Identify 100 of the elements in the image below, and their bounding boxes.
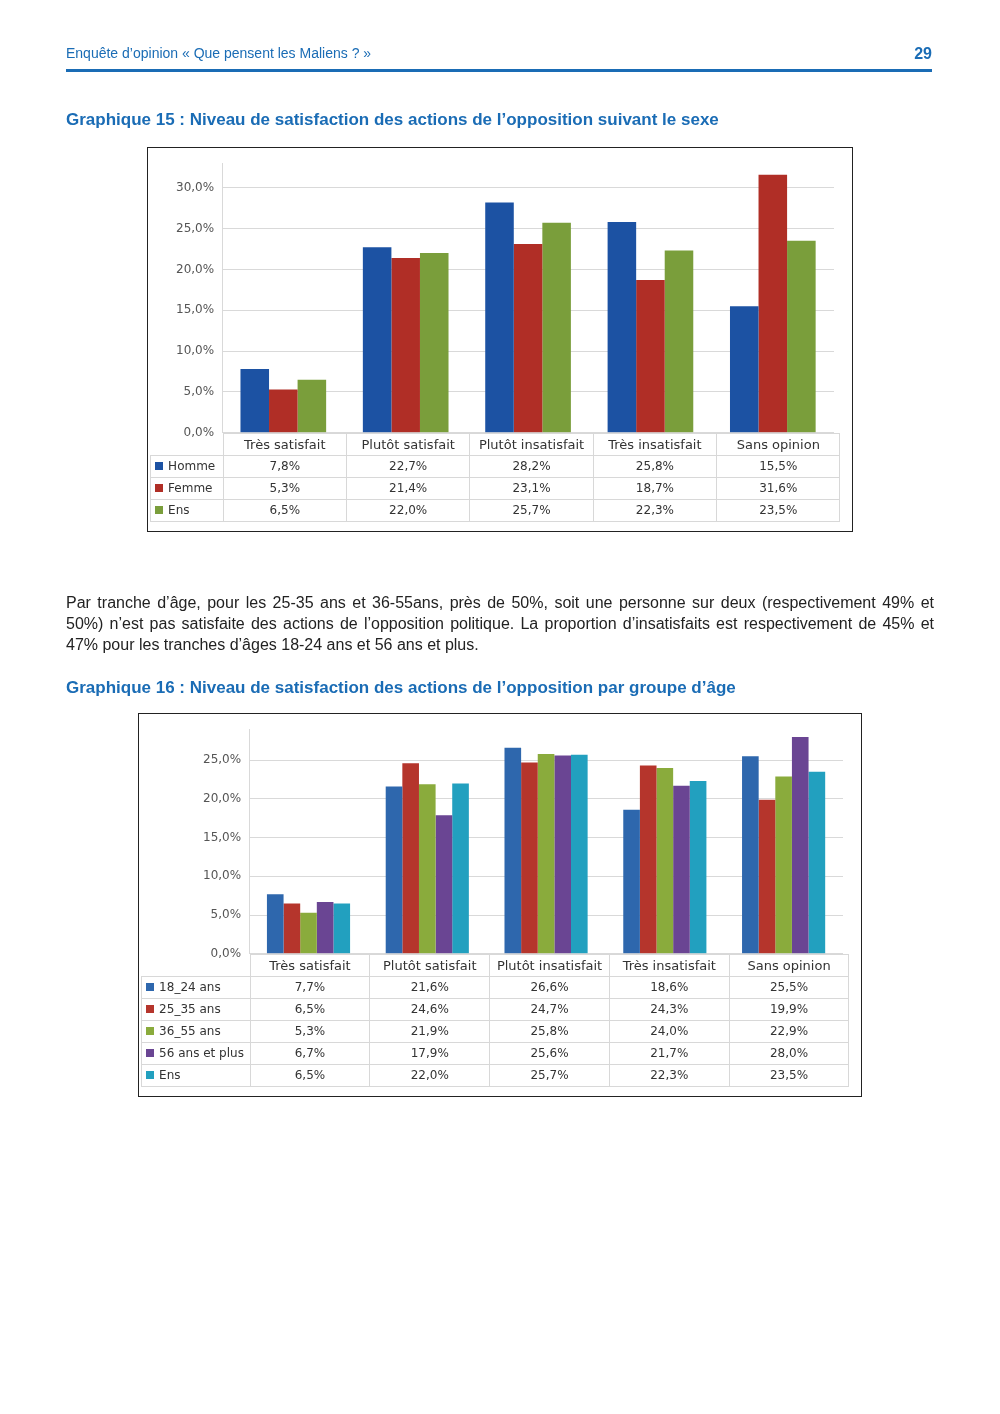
bar xyxy=(297,379,327,433)
data-label: 6,5% xyxy=(250,998,370,1021)
bar xyxy=(240,369,270,433)
y-tick-label: 25,0% xyxy=(203,752,242,767)
y-tick-label: 5,0% xyxy=(183,384,215,399)
data-label: 28,0% xyxy=(729,1042,849,1065)
y-tick-label: 20,0% xyxy=(176,261,215,276)
data-label: 7,7% xyxy=(250,976,370,999)
bar xyxy=(391,257,420,433)
y-tick-label: 15,0% xyxy=(203,829,242,844)
y-tick-label: 5,0% xyxy=(210,907,242,922)
data-label: 21,9% xyxy=(369,1020,490,1043)
data-label: 25,8% xyxy=(593,455,717,478)
x-tick-label: Sans opinion xyxy=(716,433,840,456)
bar xyxy=(542,222,571,433)
bar xyxy=(664,250,694,433)
bar xyxy=(435,815,453,954)
text: Par tranche d’âge, pour les 25-35 ans et 36-55ans, près de 50%, soit une personne sur deux (respectivement 49% et 50%) n’est pas satisfaite des actions de l’opposition politique. La proportion d’insatisfaits est respectivement de 45% et 47% pour les tranches d’âges 18-24 ans et 56 ans et plus. xyxy=(66,593,934,655)
y-tick-label: 0,0% xyxy=(183,424,215,439)
bar xyxy=(689,781,707,954)
data-label: 22,7% xyxy=(346,455,470,478)
bar xyxy=(787,240,816,433)
data-label: 25,7% xyxy=(489,1064,610,1087)
x-tick-label: Plutôt insatisfait xyxy=(489,954,610,977)
bar xyxy=(362,247,392,433)
y-tick-label: 15,0% xyxy=(176,302,215,317)
bar xyxy=(636,280,665,433)
x-tick-label: Plutôt insatisfait xyxy=(469,433,594,456)
bar xyxy=(419,253,449,433)
data-label: 23,5% xyxy=(716,499,840,522)
bar xyxy=(656,767,674,954)
y-tick-label: 25,0% xyxy=(176,220,215,235)
bar xyxy=(537,753,555,954)
legend-label: Homme xyxy=(150,455,224,478)
bar xyxy=(300,912,317,954)
y-tick-label: 10,0% xyxy=(203,868,242,883)
data-label: 23,5% xyxy=(729,1064,849,1087)
x-tick-label: Très insatisfait xyxy=(593,433,717,456)
data-label: 22,3% xyxy=(609,1064,730,1087)
data-label: 22,3% xyxy=(593,499,717,522)
x-tick-label: Plutôt satisfait xyxy=(346,433,470,456)
data-label: 23,1% xyxy=(469,477,594,500)
bar xyxy=(554,755,571,954)
data-label: 21,4% xyxy=(346,477,470,500)
data-label: 6,7% xyxy=(250,1042,370,1065)
data-label: 22,9% xyxy=(729,1020,849,1043)
text: Enquête d’opinion « Que pensent les Maliens ? » xyxy=(66,45,372,61)
bar xyxy=(283,903,301,954)
bar xyxy=(775,776,792,954)
legend-label: 56 ans et plus xyxy=(141,1042,251,1065)
data-label: 26,6% xyxy=(489,976,610,999)
bar xyxy=(729,306,759,433)
data-label: 5,3% xyxy=(223,477,347,500)
legend-label: Ens xyxy=(150,499,224,522)
data-label: 6,5% xyxy=(250,1064,370,1087)
bar xyxy=(385,786,403,954)
data-label: 21,7% xyxy=(609,1042,730,1065)
bar xyxy=(269,389,298,433)
bar xyxy=(504,747,522,954)
chart-title: Graphique 15 : Niveau de satisfaction des actions de l’opposition suivant le sexe xyxy=(66,110,719,130)
data-label: 24,0% xyxy=(609,1020,730,1043)
data-label: 15,5% xyxy=(716,455,840,478)
y-tick-label: 20,0% xyxy=(203,791,242,806)
legend-label: Femme xyxy=(150,477,224,500)
bar xyxy=(758,174,788,433)
bar xyxy=(485,202,514,433)
x-tick-label: Très satisfait xyxy=(250,954,370,977)
x-tick-label: Plutôt satisfait xyxy=(369,954,490,977)
bar xyxy=(742,756,759,954)
y-tick-label: 30,0% xyxy=(176,179,215,194)
bar xyxy=(266,894,284,954)
legend-label: 18_24 ans xyxy=(141,976,251,999)
data-label: 24,3% xyxy=(609,998,730,1021)
data-label: 28,2% xyxy=(469,455,594,478)
y-tick-label: 10,0% xyxy=(176,343,215,358)
bar xyxy=(513,244,543,433)
y-tick-label: 0,0% xyxy=(210,945,242,960)
data-label: 25,7% xyxy=(469,499,594,522)
legend-label: Ens xyxy=(141,1064,251,1087)
data-label: 25,6% xyxy=(489,1042,610,1065)
data-label: 25,5% xyxy=(729,976,849,999)
data-label: 22,0% xyxy=(369,1064,490,1087)
data-label: 24,6% xyxy=(369,998,490,1021)
bar xyxy=(521,762,538,954)
legend-label: 25_35 ans xyxy=(141,998,251,1021)
bar xyxy=(402,763,419,954)
bar xyxy=(808,771,826,954)
bar xyxy=(758,799,776,954)
bar xyxy=(607,222,637,433)
bar xyxy=(639,765,657,954)
bar xyxy=(791,736,809,954)
data-label: 7,8% xyxy=(223,455,347,478)
bar xyxy=(333,903,351,954)
data-label: 25,8% xyxy=(489,1020,610,1043)
chart-title: Graphique 16 : Niveau de satisfaction des actions de l’opposition par groupe d’âge xyxy=(66,678,736,698)
data-label: 6,5% xyxy=(223,499,347,522)
x-tick-label: Très satisfait xyxy=(223,433,347,456)
data-label: 22,0% xyxy=(346,499,470,522)
legend-label: 36_55 ans xyxy=(141,1020,251,1043)
x-tick-label: Très insatisfait xyxy=(609,954,730,977)
